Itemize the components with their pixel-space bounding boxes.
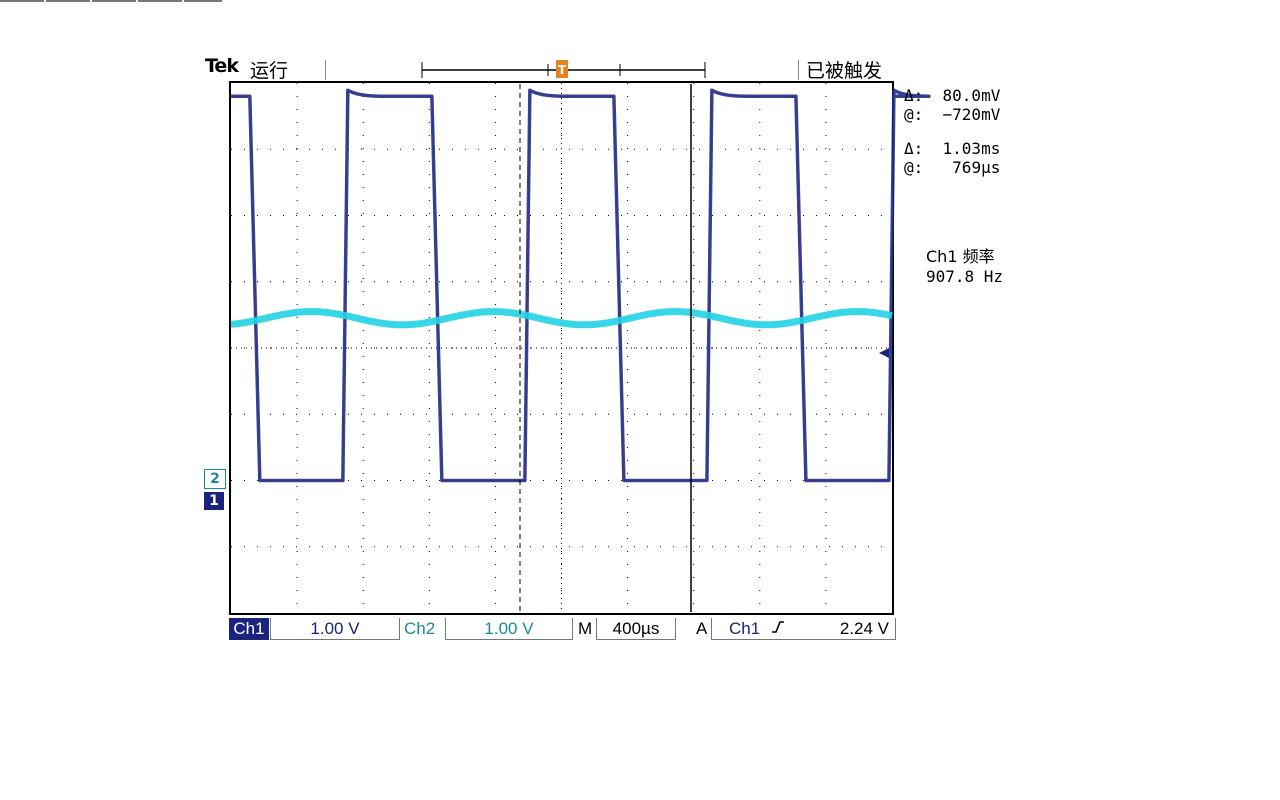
readout-value: 1.03ms [942, 139, 1001, 158]
brand-label: Tek [205, 55, 239, 81]
trigger-source: Ch1 [729, 619, 761, 638]
ch2-trace [230, 308, 893, 329]
measurement-label: Ch1 频率 [926, 247, 995, 266]
cursor-readout-voltage-delta: Δ: 80.0mV [904, 87, 1000, 105]
measurement-value: 907.8 Hz [926, 267, 1004, 286]
trigger-status-label: 已被触发 [806, 60, 883, 82]
brand-text: Tek [205, 55, 239, 77]
readout-symbol: Δ: [904, 86, 924, 105]
trigger-settings[interactable]: Ch1 2.24 V [711, 618, 896, 640]
top-decoration-line [0, 0, 222, 2]
header-divider [798, 60, 799, 80]
waveform-traces [230, 88, 931, 483]
trigger-position-icon: T [556, 60, 568, 78]
run-state-label: 运行 [250, 60, 289, 82]
cursor-readout-voltage-at: @: −720mV [904, 106, 1000, 124]
ch2-marker: 2 [204, 469, 226, 489]
readout-symbol: @: [904, 105, 924, 124]
trigger-level: 2.24 V [839, 619, 889, 638]
cursor-readout-time-delta: Δ: 1.03ms [904, 140, 1000, 158]
cursor-readout-time-at: @: 769µs [904, 159, 1000, 177]
timebase-label: M [578, 619, 593, 638]
header-divider [325, 60, 326, 80]
timebase-value[interactable]: 400µs [596, 618, 676, 640]
readout-symbol: @: [904, 158, 924, 177]
ch-ground-arrow-icon [879, 348, 889, 358]
ch1-marker: 1 [204, 492, 224, 510]
rising-edge-icon [765, 618, 791, 640]
readout-value: 80.0mV [942, 86, 1001, 105]
trigger-mode: A [696, 619, 708, 638]
graticule-grid [231, 83, 892, 613]
ch1-scale[interactable]: 1.00 V [270, 618, 400, 640]
ch2-label[interactable]: Ch2 [404, 619, 436, 638]
readout-symbol: Δ: [904, 139, 924, 158]
readout-value: 769µs [952, 158, 1001, 177]
ch2-scale[interactable]: 1.00 V [445, 618, 573, 640]
ch1-trace [231, 88, 931, 483]
readout-value: −720mV [942, 105, 1001, 124]
svg-text:T: T [558, 63, 567, 77]
ch1-label[interactable]: Ch1 [229, 618, 269, 640]
